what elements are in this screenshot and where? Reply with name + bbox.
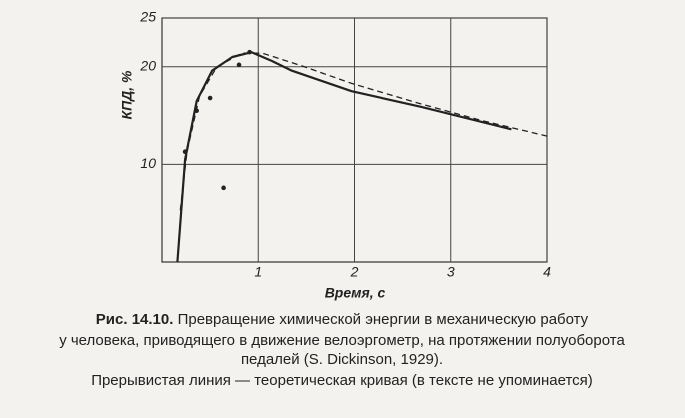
y-axis-label: КПД, %	[119, 70, 135, 120]
x-tick-label: 4	[543, 264, 551, 280]
data-point	[221, 185, 226, 191]
caption-label: Рис. 14.10.	[96, 311, 174, 328]
x-tick-label: 1	[254, 264, 262, 280]
caption-line: Прерывистая линия — теоретическая кривая…	[91, 372, 593, 389]
x-tick-label: 3	[447, 264, 455, 280]
x-axis-label: Время, с	[325, 285, 386, 301]
caption-line: педалей (S. Dickinson, 1929).	[241, 351, 443, 368]
data-point	[182, 149, 188, 155]
caption-line: Рис. 14.10. Превращение химической энерг…	[96, 311, 589, 328]
caption-line: у человека, приводящего в движение велоэ…	[59, 332, 625, 349]
dashed-line	[179, 52, 548, 211]
caption-text: Превращение химической энергии в механич…	[178, 311, 589, 328]
data-point	[207, 95, 213, 101]
data-point	[194, 108, 199, 114]
data-point	[236, 62, 242, 68]
x-tick-label: 2	[350, 264, 359, 280]
y-tick-label: 20	[139, 58, 156, 74]
data-point	[247, 49, 252, 55]
y-tick-label: 25	[139, 9, 156, 25]
y-tick-label: 10	[140, 155, 156, 171]
solid-line	[176, 51, 512, 263]
